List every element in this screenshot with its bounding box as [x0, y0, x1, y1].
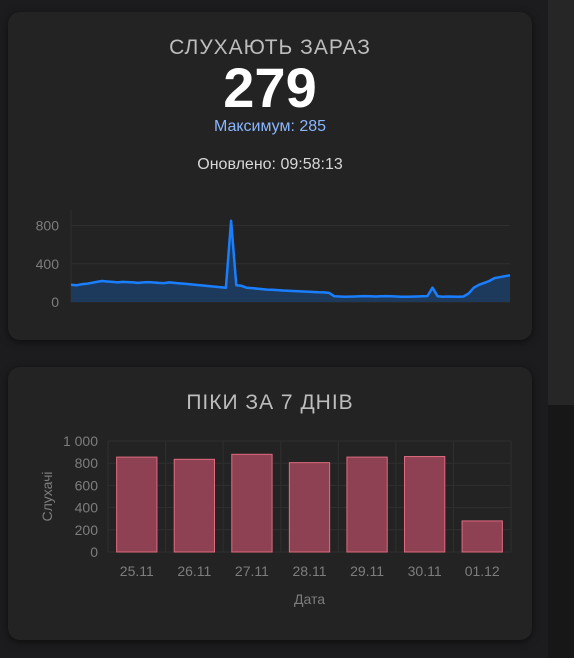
peaks-y-tick-label: 1 000	[63, 433, 98, 449]
peak-bar	[346, 456, 388, 553]
live-title: СЛУХАЮТЬ ЗАРАЗ	[169, 36, 371, 59]
peaks-y-tick-label: 200	[75, 522, 99, 538]
peaks-x-tick-label: 25.11	[120, 563, 154, 579]
live-y-tick-label: 800	[36, 218, 60, 234]
peaks-y-tick-label: 600	[75, 477, 99, 493]
max-listeners: Максимум: 285	[8, 118, 532, 136]
peaks-y-tick-label: 0	[90, 544, 98, 560]
live-count: 279	[223, 56, 317, 119]
peaks-x-tick-label: 01.12	[465, 563, 500, 579]
peaks-x-tick-label: 29.11	[350, 563, 384, 579]
peak-bar	[231, 453, 273, 553]
weekly-peaks-chart: 0 200 400 600 800 1 000 25.11 26.11 27.11 28.11 29…	[39, 433, 512, 607]
peaks-x-tick-label: 27.11	[235, 563, 269, 579]
peaks-x-tick-label: 26.11	[177, 563, 211, 579]
peak-bar	[403, 456, 446, 553]
weekly-peaks-card: ПІКИ ЗА 7 ДНІВ 0 200 400 600 800 1 000 25.11 26…	[8, 367, 532, 640]
peaks-x-tick-label: 30.11	[408, 563, 442, 579]
peaks-y-tick-label: 800	[75, 455, 99, 471]
live-listeners-chart: 0 400 800	[36, 210, 511, 310]
peak-bar	[116, 456, 158, 553]
updated-time: Оновлено: 09:58:13	[8, 156, 532, 174]
peaks-x-axis-title: Дата	[294, 591, 325, 607]
updated-label: Оновлено:	[197, 156, 276, 173]
peaks-y-axis-title: Слухачі	[39, 471, 55, 521]
window-edge-shadow	[548, 405, 574, 658]
live-listeners-card: СЛУХАЮТЬ ЗАРАЗ 279 Максимум: 285 Оновлен…	[8, 12, 532, 340]
peak-bar	[461, 520, 503, 553]
live-y-tick-label: 400	[36, 256, 60, 272]
updated-value: 09:58:13	[280, 156, 343, 173]
live-series-line	[70, 219, 511, 298]
max-label: Максимум:	[213, 118, 295, 135]
peaks-title: ПІКИ ЗА 7 ДНІВ	[186, 391, 354, 414]
max-value: 285	[299, 118, 327, 135]
peaks-y-tick-label: 400	[75, 500, 99, 516]
peaks-x-tick-label: 28.11	[293, 563, 327, 579]
live-area-fill	[71, 220, 510, 302]
live-y-tick-label: 0	[51, 294, 59, 310]
peak-bar	[288, 462, 331, 553]
peak-bar	[173, 458, 216, 553]
